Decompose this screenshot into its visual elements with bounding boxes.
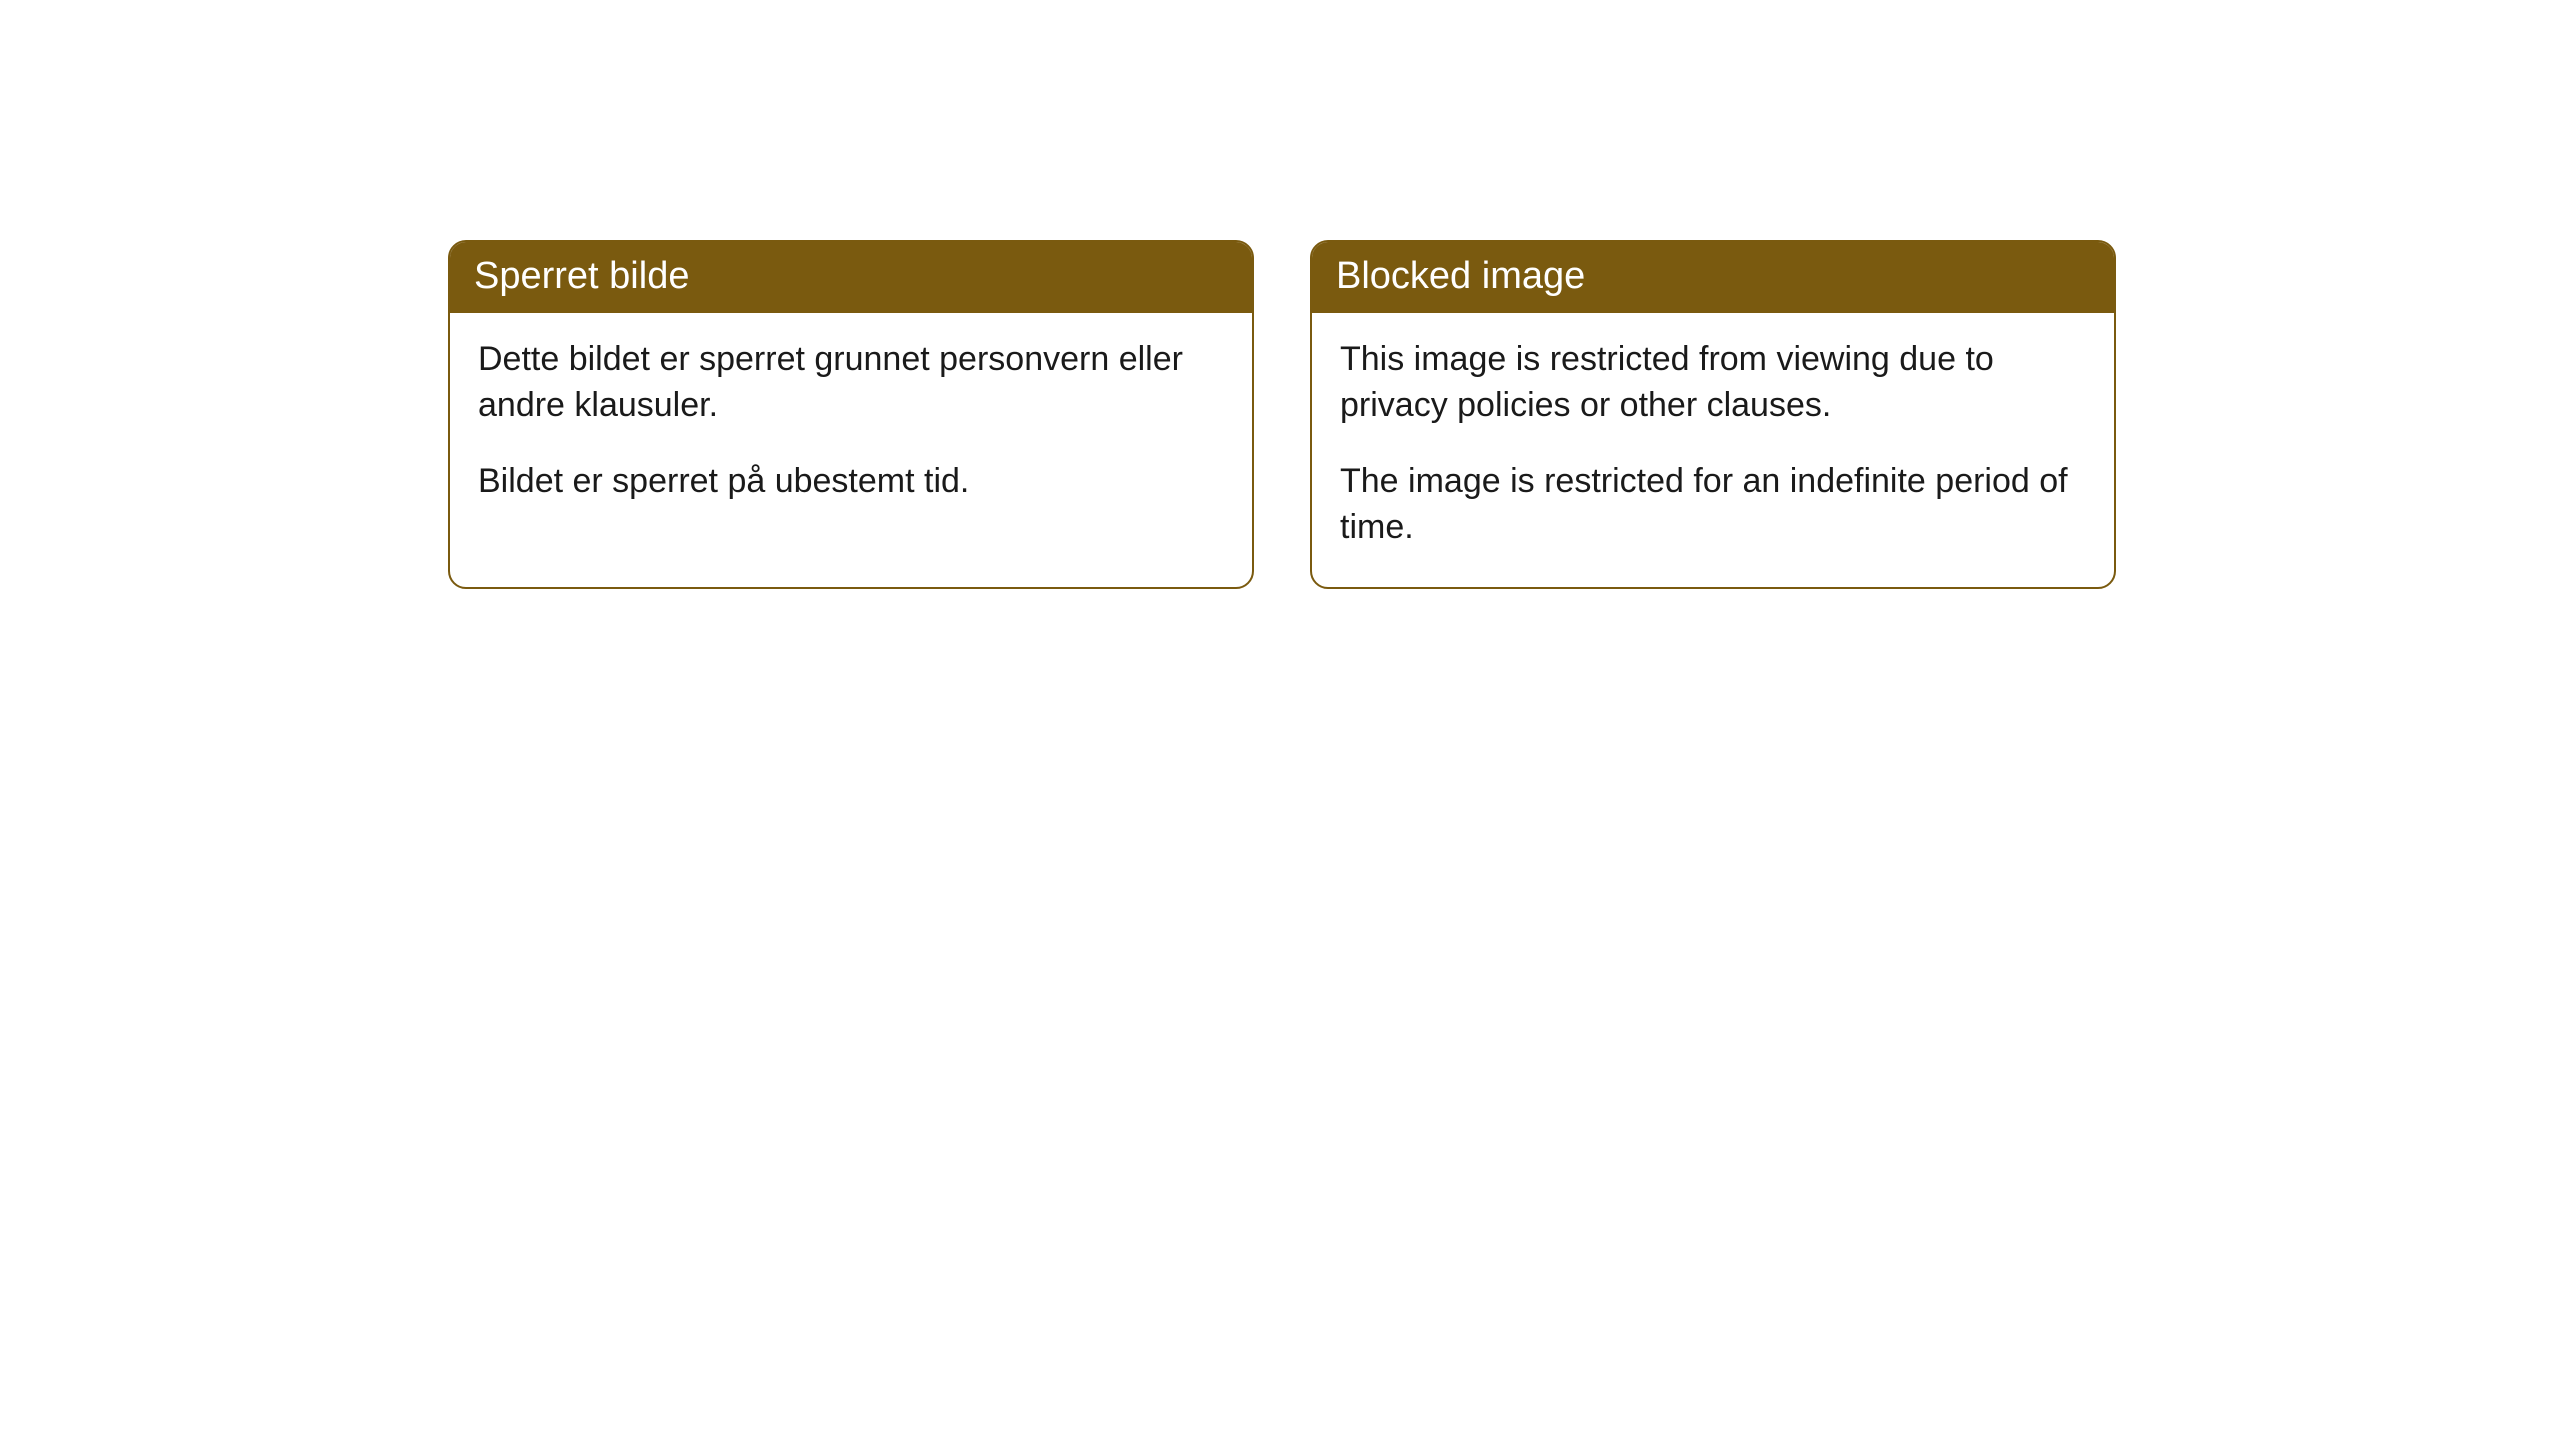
card-body: Dette bildet er sperret grunnet personve…: [450, 313, 1252, 541]
notice-paragraph: Bildet er sperret på ubestemt tid.: [478, 459, 1224, 505]
notice-card-english: Blocked image This image is restricted f…: [1310, 240, 2116, 589]
notice-paragraph: The image is restricted for an indefinit…: [1340, 459, 2086, 551]
card-body: This image is restricted from viewing du…: [1312, 313, 2114, 587]
card-header: Sperret bilde: [450, 242, 1252, 313]
card-header: Blocked image: [1312, 242, 2114, 313]
notice-container: Sperret bilde Dette bildet er sperret gr…: [0, 0, 2560, 589]
notice-card-norwegian: Sperret bilde Dette bildet er sperret gr…: [448, 240, 1254, 589]
notice-paragraph: Dette bildet er sperret grunnet personve…: [478, 337, 1224, 429]
notice-paragraph: This image is restricted from viewing du…: [1340, 337, 2086, 429]
